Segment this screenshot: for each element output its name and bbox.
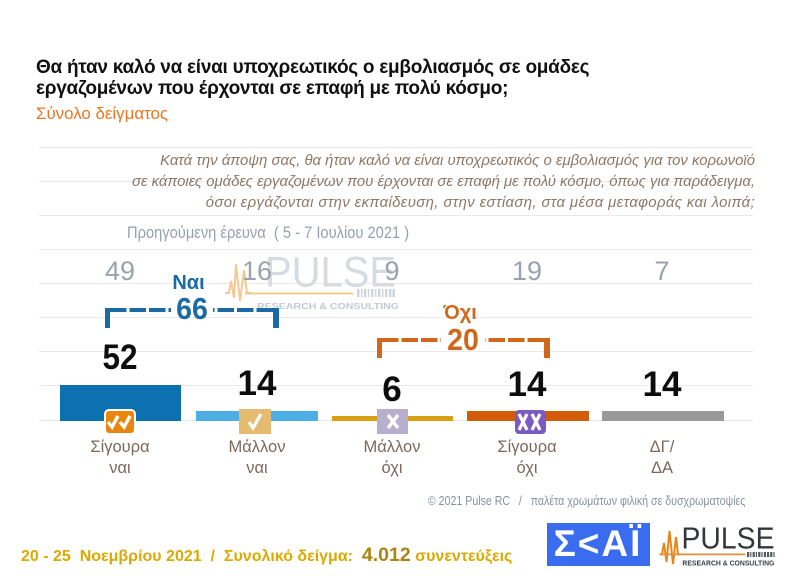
svg-text:PULSE: PULSE <box>265 249 396 297</box>
svg-text:RESEARCH & CONSULTING: RESEARCH & CONSULTING <box>257 302 399 311</box>
svg-text:PULSE: PULSE <box>682 521 775 556</box>
svg-text:RESEARCH & CONSULTING: RESEARCH & CONSULTING <box>682 560 775 567</box>
